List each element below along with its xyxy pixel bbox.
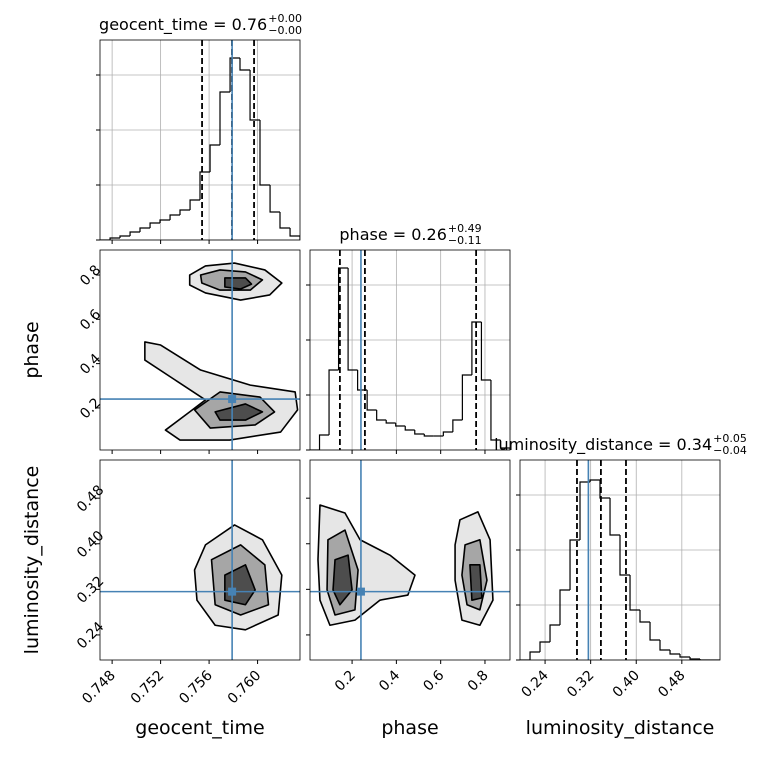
histogram-bin — [199, 171, 211, 200]
histogram-bin — [599, 480, 611, 499]
x-tick-label: 0.24 — [519, 667, 552, 700]
histogram-bin — [629, 575, 640, 611]
title-upper-error: +0.49 — [448, 222, 482, 235]
histogram-bin — [699, 659, 711, 660]
histogram-bin — [529, 651, 540, 660]
title-upper-error: +0.05 — [713, 432, 747, 445]
histogram-bin — [490, 380, 501, 441]
histogram-bin — [139, 227, 151, 232]
histogram-bin — [249, 70, 260, 121]
histogram-bin — [471, 321, 482, 375]
histogram-bin — [404, 426, 415, 431]
histogram-bin — [423, 434, 434, 437]
title-lower-error: −0.00 — [268, 24, 302, 37]
histogram-bin — [549, 624, 560, 642]
histogram-bin — [209, 144, 220, 172]
title-upper-error: +0.00 — [268, 12, 302, 25]
histogram-bin — [589, 479, 600, 482]
panel-frame — [99, 459, 301, 661]
panel-frame — [309, 459, 511, 661]
y-axis-label: luminosity_distance — [21, 466, 43, 655]
histogram-bin — [169, 214, 180, 220]
histogram-bin — [499, 440, 510, 450]
histogram-bin — [649, 622, 660, 641]
histogram-bin — [395, 423, 406, 427]
x-tick-label: 0.756 — [176, 667, 216, 707]
contour — [214, 403, 264, 421]
histogram-bin — [129, 231, 140, 236]
histogram-bin — [689, 657, 700, 660]
truth-marker — [228, 587, 237, 596]
histogram-bin — [679, 654, 691, 658]
histogram-bin — [480, 322, 491, 381]
histogram-bin — [318, 434, 330, 450]
panel-frame — [309, 249, 511, 451]
histogram-bin — [289, 228, 300, 240]
panel-frame — [99, 249, 301, 451]
histogram-bin — [461, 374, 472, 420]
x-tick-label: 0.4 — [376, 667, 403, 694]
histogram-bin — [619, 535, 631, 576]
x-tick-label: 0.2 — [332, 668, 359, 695]
histogram-bin — [366, 390, 377, 411]
x-axis-label: geocent_time — [135, 717, 264, 739]
histogram-bin — [279, 212, 291, 229]
histogram-bin — [442, 431, 453, 436]
panel-background — [100, 40, 300, 240]
histogram-bin — [259, 120, 271, 186]
panel-title: luminosity_distance = 0.34 — [494, 435, 712, 455]
panel-frame — [519, 459, 721, 661]
histogram-bin — [159, 219, 171, 223]
x-axis-label: luminosity_distance — [526, 717, 715, 739]
histogram-bin — [579, 481, 591, 540]
x-tick-label: 0.760 — [225, 668, 265, 708]
histogram-bin — [149, 222, 160, 228]
histogram-bin — [229, 57, 240, 92]
panel-title: phase = 0.26 — [339, 225, 446, 244]
x-axis-label: phase — [381, 717, 438, 739]
y-axis-label: phase — [21, 321, 43, 378]
histogram-bin — [328, 369, 339, 435]
x-tick-label: 0.752 — [128, 668, 168, 708]
histogram-bin — [337, 267, 349, 370]
truth-marker — [228, 395, 237, 404]
title-lower-error: −0.11 — [448, 234, 482, 247]
x-tick-label: 0.32 — [564, 668, 597, 701]
histogram-bin — [385, 420, 396, 424]
panel-frame — [99, 39, 301, 241]
histogram-bin — [189, 199, 200, 210]
histogram-bin — [357, 370, 368, 391]
x-tick-label: 0.48 — [655, 668, 688, 701]
x-tick-label: 0.40 — [610, 668, 643, 701]
histogram-bin — [559, 589, 571, 625]
x-tick-label: 0.8 — [465, 668, 492, 695]
histogram-bin — [539, 641, 551, 652]
x-tick-label: 0.6 — [420, 667, 447, 694]
histogram-bin — [179, 209, 191, 215]
histogram-bin — [452, 419, 463, 432]
contour — [469, 564, 483, 601]
histogram-bin — [609, 498, 620, 536]
x-tick-label: 0.748 — [79, 668, 119, 708]
panel-title: geocent_time = 0.76 — [99, 15, 267, 35]
histogram-bin — [639, 610, 651, 623]
histogram-bin — [119, 235, 131, 238]
histogram-bin — [269, 185, 280, 213]
histogram-bin — [219, 91, 231, 145]
title-lower-error: −0.04 — [713, 444, 747, 457]
histogram-bin — [669, 650, 680, 655]
histogram-bin — [109, 237, 120, 240]
histogram-bin — [659, 640, 671, 651]
histogram-bin — [414, 430, 425, 435]
truth-marker — [356, 587, 365, 596]
histogram-bin — [239, 58, 251, 71]
histogram-bin — [347, 268, 358, 371]
histogram-bin — [376, 410, 387, 421]
histogram-bin — [569, 539, 580, 590]
